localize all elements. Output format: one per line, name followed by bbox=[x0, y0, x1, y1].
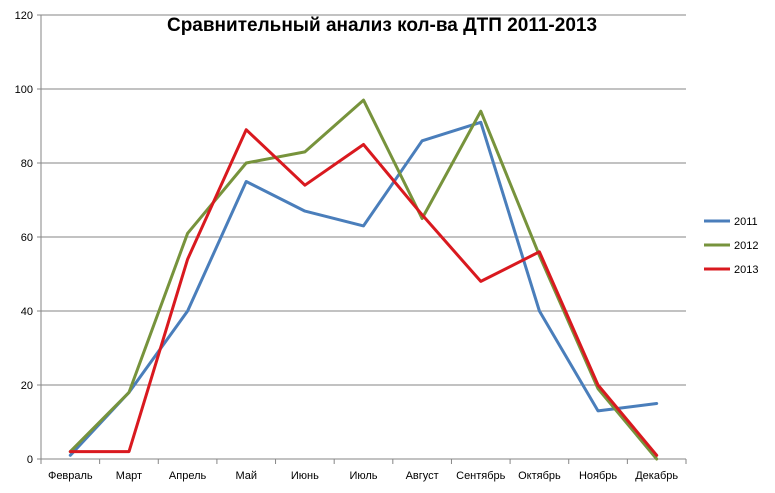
x-tick-label: Июль bbox=[349, 470, 377, 482]
x-tick-label: Август bbox=[406, 470, 439, 482]
x-tick-label: Ноябрь bbox=[579, 470, 617, 482]
y-tick-label: 120 bbox=[15, 10, 33, 22]
legend: 2011 2012 2013 bbox=[704, 216, 758, 276]
series-lines bbox=[68, 98, 659, 461]
legend-label-2012: 2012 bbox=[734, 240, 758, 252]
gridlines bbox=[41, 14, 686, 386]
x-tick-label: Декабрь bbox=[635, 470, 678, 482]
y-tick-label: 60 bbox=[21, 232, 33, 244]
legend-label-2013: 2013 bbox=[734, 264, 758, 276]
x-tick-label: Сентябрь bbox=[456, 470, 506, 482]
x-tick-label: Апрель bbox=[169, 470, 207, 482]
axes bbox=[37, 14, 687, 464]
x-tick-labels: Февраль Март Апрель Май Июнь Июль Август Сентяб… bbox=[48, 470, 678, 482]
y-tick-label: 20 bbox=[21, 380, 33, 392]
series-line-2011 bbox=[68, 120, 659, 457]
y-tick-labels: 0 20 40 60 80 100 120 bbox=[15, 10, 33, 466]
x-tick-label: Октябрь bbox=[518, 470, 561, 482]
y-tick-label: 80 bbox=[21, 158, 33, 170]
y-tick-label: 100 bbox=[15, 84, 33, 96]
chart-title: Сравнительный анализ кол-ва ДТП 2011-201… bbox=[167, 15, 597, 36]
legend-label-2011: 2011 bbox=[734, 216, 758, 228]
y-tick-label: 0 bbox=[27, 454, 33, 466]
x-tick-label: Март bbox=[116, 470, 142, 482]
series-line-2013 bbox=[68, 128, 659, 457]
x-tick-label: Июнь bbox=[291, 470, 319, 482]
y-tick-label: 40 bbox=[21, 306, 33, 318]
x-tick-label: Февраль bbox=[48, 470, 93, 482]
x-tick-label: Май bbox=[235, 470, 257, 482]
series-line-2012 bbox=[68, 98, 659, 461]
